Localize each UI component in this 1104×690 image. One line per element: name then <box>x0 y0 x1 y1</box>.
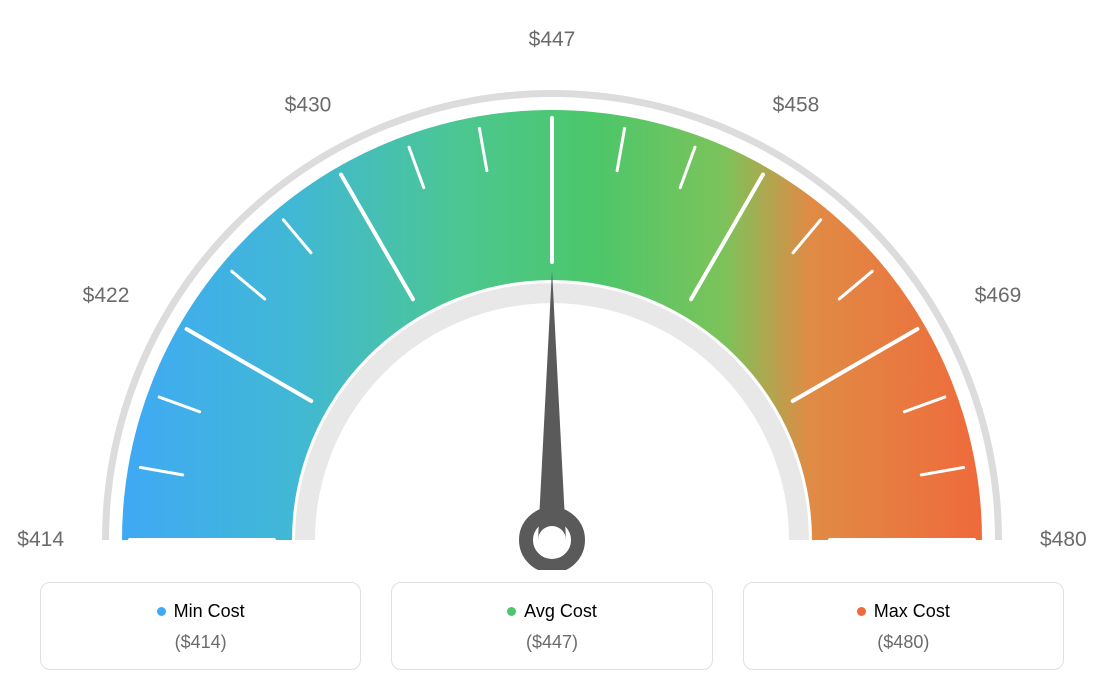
svg-text:$469: $469 <box>975 284 1022 307</box>
svg-text:$422: $422 <box>83 284 130 307</box>
dot-icon <box>157 607 166 616</box>
legend-card-min: Min Cost ($414) <box>40 582 361 670</box>
svg-text:$430: $430 <box>285 93 332 116</box>
dot-icon <box>507 607 516 616</box>
legend-label-min: Min Cost <box>157 601 245 622</box>
dot-icon <box>857 607 866 616</box>
legend-label-max: Max Cost <box>857 601 950 622</box>
legend-label-text: Max Cost <box>874 601 950 622</box>
legend-value-avg: ($447) <box>402 632 701 653</box>
legend-row: Min Cost ($414) Avg Cost ($447) Max Cost… <box>0 582 1104 670</box>
legend-card-avg: Avg Cost ($447) <box>391 582 712 670</box>
legend-label-avg: Avg Cost <box>507 601 597 622</box>
cost-gauge-chart: $414 $422 $430 $447 $458 $469 $480 <box>0 0 1104 570</box>
legend-label-text: Avg Cost <box>524 601 597 622</box>
svg-text:$414: $414 <box>17 528 64 551</box>
svg-text:$458: $458 <box>773 93 820 116</box>
svg-text:$480: $480 <box>1040 528 1087 551</box>
legend-card-max: Max Cost ($480) <box>743 582 1064 670</box>
svg-text:$447: $447 <box>529 28 576 51</box>
legend-label-text: Min Cost <box>174 601 245 622</box>
legend-value-min: ($414) <box>51 632 350 653</box>
legend-value-max: ($480) <box>754 632 1053 653</box>
